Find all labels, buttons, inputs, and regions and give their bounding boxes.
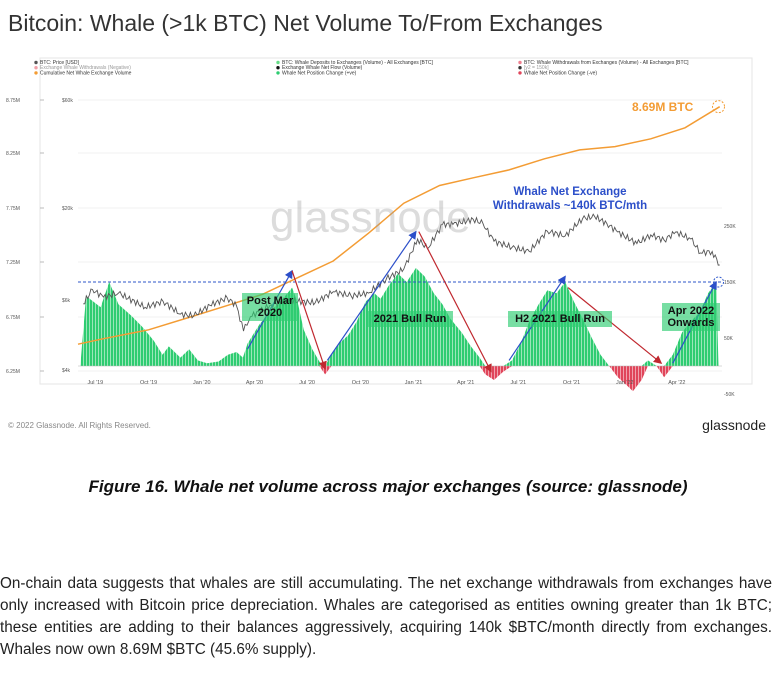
price-axis-tick-label: $6k — [62, 298, 71, 304]
btc-price-series — [83, 212, 720, 332]
legend-marker — [518, 71, 522, 75]
legend-marker — [276, 71, 280, 75]
x-tick-label: Jul '19 — [87, 380, 103, 386]
phase-post-mar-2020-label: 2020 — [258, 307, 282, 319]
legend-marker — [276, 66, 280, 70]
right-axis-tick-label: 150K — [724, 280, 736, 286]
x-tick-label: Jan '21 — [405, 380, 423, 386]
legend-label: [y2 = 150k] — [524, 65, 549, 71]
left-axis-tick-label: 7.75M — [6, 206, 20, 212]
right-axis-tick-label: -50K — [724, 392, 735, 398]
legend-marker — [518, 66, 522, 70]
left-axis-tick-label: 6.25M — [6, 369, 20, 375]
left-axis-tick-label: 8.25M — [6, 151, 20, 157]
legend-marker — [34, 66, 38, 70]
up-trend-arrow — [326, 230, 417, 361]
x-tick-label: Apr '22 — [668, 380, 685, 386]
figure-caption: Figure 16. Whale net volume across major… — [88, 477, 688, 496]
left-axis-tick-label: 7.25M — [6, 260, 20, 266]
x-tick-label: Jul '20 — [299, 380, 315, 386]
phase-apr-2022-onwards-label: Apr 2022 — [668, 305, 714, 317]
x-tick-label: Oct '21 — [563, 380, 580, 386]
whale-net-volume-chart: BTC: Price [USD]Exchange Whale Withdrawa… — [6, 57, 753, 398]
legend-label: Exchange Whale Net Flow (Volume) — [282, 65, 363, 71]
right-axis-tick-label: 50K — [724, 336, 734, 342]
left-axis-tick-label: 6.75M — [6, 315, 20, 321]
phase-post-mar-2020-box — [242, 293, 298, 321]
phase-h2-2021-bull-run-box — [508, 311, 612, 327]
withdrawals-label: Withdrawals ~140k BTC/mth — [493, 200, 647, 212]
holdings-marker — [712, 100, 726, 114]
legend-label: Whale Net Position Change (+ve) — [282, 70, 357, 76]
legend-label: BTC: Price [USD] — [40, 60, 80, 66]
phase-apr-2022-onwards-label: Onwards — [667, 317, 714, 329]
holdings-label: 8.69M BTC — [632, 100, 694, 114]
phase-post-mar-2020-label: Post Mar — [247, 295, 294, 307]
legend-label: Exchange Whale Withdrawals (Negative) — [40, 65, 131, 71]
right-axis-tick-label: 250K — [724, 224, 736, 230]
x-tick-label: Jan '22 — [616, 380, 634, 386]
price-axis-tick-label: $60k — [62, 98, 73, 104]
price-axis-tick-label: $20k — [62, 206, 73, 212]
down-trend-arrow — [418, 231, 492, 373]
x-tick-label: Jul '21 — [510, 380, 526, 386]
phase-h2-2021-bull-run-label: H2 2021 Bull Run — [515, 313, 605, 325]
phase-2021-bull-run-box — [367, 311, 453, 327]
copyright-notice: © 2022 Glassnode. All Rights Reserved. — [8, 421, 151, 430]
x-tick-label: Apr '21 — [457, 380, 474, 386]
phase-apr-2022-onwards-box — [662, 303, 720, 331]
x-tick-label: Oct '19 — [140, 380, 157, 386]
chart-legend: BTC: Price [USD]Exchange Whale Withdrawa… — [34, 60, 689, 76]
legend-marker — [276, 60, 280, 65]
legend-label: BTC: Whale Withdrawals from Exchanges (V… — [524, 60, 689, 66]
annotations: 8.69M BTC Whale Net Exchange Withdrawals ~… — [242, 100, 726, 331]
x-tick-label: Oct '20 — [352, 380, 369, 386]
body-paragraph: On-chain data suggests that whales are s… — [0, 575, 772, 658]
down-trend-arrow — [291, 270, 327, 370]
brand-logo: glassnode — [702, 417, 766, 433]
chart-title: Bitcoin: Whale (>1k BTC) Net Volume To/F… — [8, 10, 603, 36]
watermark: glassnode — [270, 193, 471, 242]
chart-axes: Jul '19 Oct '19 Jan '20 Apr '20 Jul '20 Oct '… — [6, 98, 736, 398]
phase-2021-bull-run-label: 2021 Bull Run — [374, 313, 447, 325]
withdrawals-marker — [713, 276, 725, 288]
legend-marker — [34, 71, 38, 75]
down-trend-arrow — [567, 287, 663, 364]
legend-label: BTC: Whale Deposits to Exchanges (Volume… — [282, 60, 434, 66]
withdrawals-label: Whale Net Exchange — [513, 186, 626, 198]
watermark-text: glassnode — [270, 193, 471, 242]
x-tick-label: Apr '20 — [246, 380, 263, 386]
legend-label: Whale Net Position Change (-ve) — [524, 70, 597, 76]
price-axis-tick-label: $4k — [62, 368, 71, 374]
legend-marker — [518, 60, 522, 65]
x-tick-label: Jan '20 — [193, 380, 211, 386]
legend-label: Cumulative Net Whale Exchange Volume — [40, 70, 132, 76]
left-axis-tick-label: 8.75M — [6, 98, 20, 104]
legend-marker — [34, 60, 38, 65]
btc-price-line — [83, 212, 720, 332]
